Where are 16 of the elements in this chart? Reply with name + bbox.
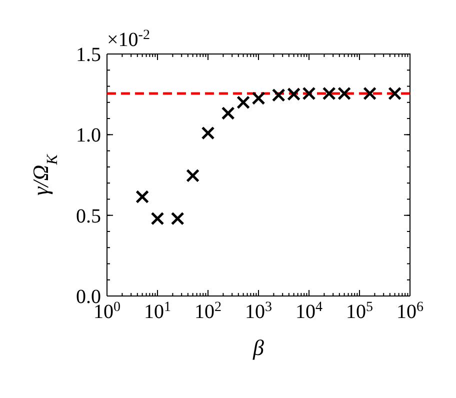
y-tick-label: 1.0: [76, 124, 101, 147]
y-tick-label: 0.5: [76, 205, 101, 228]
point: [221, 106, 235, 120]
point: [150, 212, 164, 226]
y-tick-label: 1.5: [76, 44, 101, 66]
x-tick-label: 10$^{6}$: [396, 300, 424, 323]
x-tick-label: 10$^{1}$: [144, 300, 171, 323]
x-tick-label: 10$^{5}$: [346, 300, 373, 323]
x-axis-title: β: [252, 335, 264, 360]
point: [136, 190, 150, 204]
text: ×10$^{-2}$: [107, 28, 150, 51]
point: [236, 96, 250, 110]
x-tick-label: 10$^{2}$: [194, 300, 222, 323]
x-tick-label: 10$^{3}$: [245, 300, 272, 323]
point: [186, 168, 200, 182]
x-tick-label: 10$^{4}$: [296, 300, 322, 323]
